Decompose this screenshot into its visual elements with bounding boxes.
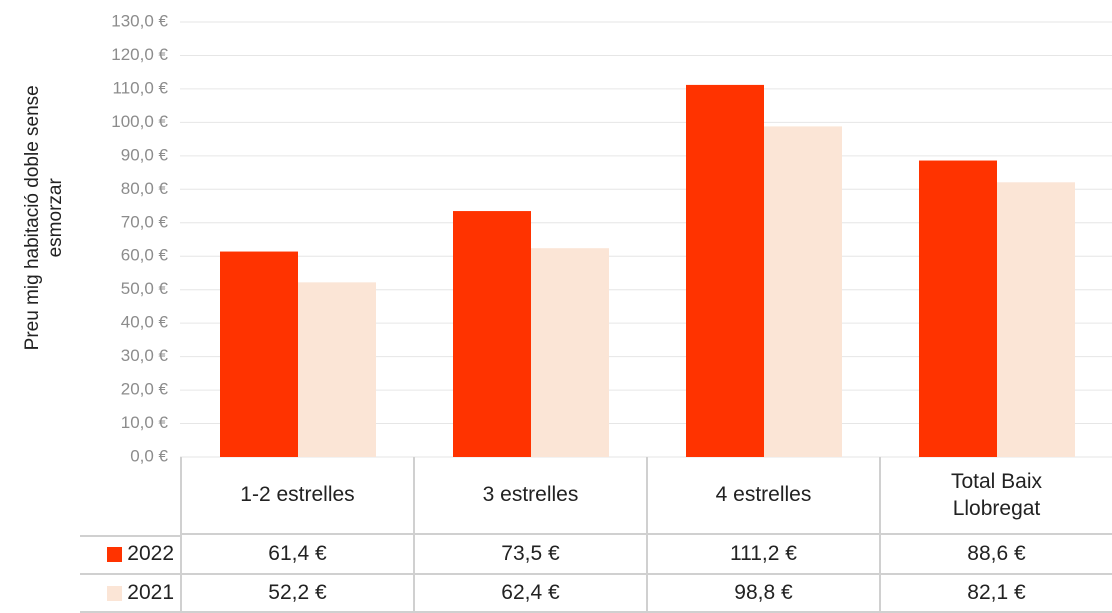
bar (298, 282, 376, 457)
category-label: 4 estrelles (648, 457, 881, 535)
legend-entry: 2021 (80, 575, 182, 613)
value-label: 88,6 € (881, 535, 1112, 575)
y-tick-label: 50,0 € (121, 279, 169, 298)
y-tick-label: 40,0 € (121, 313, 169, 332)
category-label: Total Baix Llobregat (881, 457, 1112, 535)
value-label: 73,5 € (415, 535, 648, 575)
table-border (80, 535, 180, 537)
y-tick-label: 110,0 € (113, 78, 169, 97)
y-tick-label: 90,0 € (121, 145, 169, 164)
y-tick-label: 80,0 € (121, 179, 169, 198)
legend-entry: 2022 (80, 535, 182, 575)
value-label: 111,2 € (648, 535, 881, 575)
value-label: 62,4 € (415, 575, 648, 613)
bar (997, 182, 1075, 457)
y-tick-label: 0,0 € (130, 446, 168, 465)
y-axis-title: Preu mig habitació doble sense esmorzar (22, 85, 66, 351)
y-tick-label: 10,0 € (121, 413, 169, 432)
bar (531, 248, 609, 457)
y-tick-label: 70,0 € (121, 212, 169, 231)
bar (453, 211, 531, 457)
y-tick-label: 20,0 € (121, 380, 169, 399)
table-border (180, 457, 182, 613)
bar (220, 251, 298, 457)
category-label: 3 estrelles (415, 457, 648, 535)
legend-swatch (107, 585, 123, 601)
y-tick-label: 30,0 € (121, 346, 169, 365)
y-tick-label: 120,0 € (111, 45, 168, 64)
y-tick-label: 60,0 € (121, 246, 169, 265)
value-label: 98,8 € (648, 575, 881, 613)
category-label: 1-2 estrelles (182, 457, 415, 535)
legend-swatch (107, 546, 123, 562)
bar (919, 160, 997, 457)
value-label: 82,1 € (881, 575, 1112, 613)
bar (764, 126, 842, 458)
y-tick-label: 130,0 € (111, 11, 168, 30)
value-label: 52,2 € (182, 575, 415, 613)
y-tick-label: 100,0 € (111, 112, 168, 131)
legend-label: 2021 (127, 581, 174, 605)
bar (686, 84, 764, 458)
value-label: 61,4 € (182, 535, 415, 575)
legend-label: 2022 (127, 542, 174, 566)
